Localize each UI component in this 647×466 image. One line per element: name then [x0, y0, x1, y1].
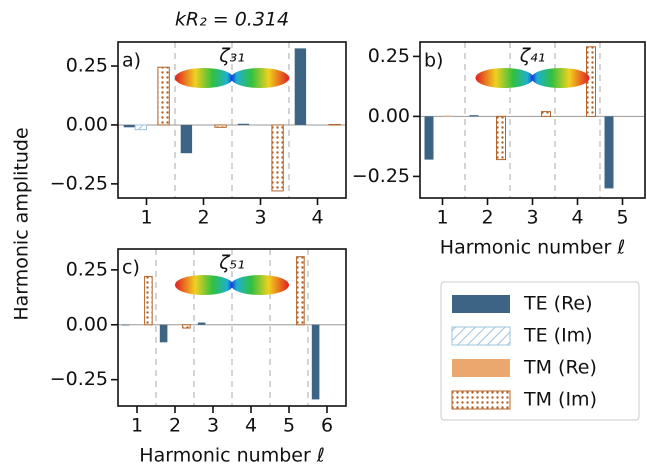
legend-box [440, 281, 640, 421]
bar [134, 124, 148, 131]
panel-label: b) [424, 50, 443, 72]
y-tick-label: −0.25 [352, 165, 410, 187]
legend-label: TM (Im) [523, 389, 597, 411]
bar [123, 124, 136, 128]
x-tick-label: 1 [131, 415, 143, 437]
bar [311, 324, 320, 400]
y-tick-label: −0.25 [50, 368, 108, 390]
mode-shape [175, 275, 233, 295]
plot-frame [117, 41, 347, 199]
x-tick-label: 2 [169, 415, 181, 437]
x-tick-label: 3 [526, 207, 538, 229]
y-tick-label: 0.25 [66, 55, 108, 77]
x-tick-label: 4 [571, 207, 583, 229]
bar [182, 324, 191, 329]
bar [197, 322, 206, 325]
bar [469, 115, 479, 117]
y-axis-label: Harmonic amplitude [11, 127, 33, 320]
x-axis-label: Harmonic number ℓ [440, 237, 625, 259]
legend-swatch [451, 390, 511, 410]
bar [214, 124, 227, 128]
legend-swatch [451, 326, 511, 346]
x-tick-label: 2 [481, 207, 493, 229]
legend-label: TE (Re) [523, 293, 593, 315]
bar [424, 116, 434, 160]
bar [294, 48, 307, 125]
bar [180, 124, 193, 154]
y-tick-label: 0.00 [66, 313, 108, 335]
mode-label: ζ₄₁ [519, 45, 546, 67]
bar [159, 324, 168, 343]
legend-swatch [452, 359, 510, 377]
y-tick-label: 0.00 [66, 113, 108, 135]
mode-shape [175, 68, 233, 88]
x-tick-label: 3 [254, 207, 266, 229]
figure-title: kR₂ = 0.314 [175, 9, 289, 31]
bar [121, 324, 130, 326]
mode-shape [231, 68, 289, 88]
legend-label: TM (Re) [523, 357, 597, 379]
legend-swatch [452, 295, 510, 313]
y-tick-label: 0.25 [368, 45, 410, 67]
mode-shape [531, 68, 590, 88]
bar [586, 46, 596, 117]
plot-frame [117, 248, 347, 407]
y-tick-label: −0.25 [50, 172, 108, 194]
bar [144, 275, 153, 326]
bar [271, 124, 284, 192]
bar [157, 66, 170, 126]
y-tick-label: 0.00 [368, 105, 410, 127]
x-axis-label: Harmonic number ℓ [139, 445, 324, 466]
x-tick-label: 2 [197, 207, 209, 229]
x-tick-label: 1 [140, 207, 152, 229]
x-tick-label: 6 [321, 415, 333, 437]
panel-label: c) [122, 257, 140, 279]
bar [604, 116, 614, 189]
bar [496, 115, 506, 161]
x-tick-label: 1 [436, 207, 448, 229]
mode-shape [475, 68, 534, 88]
mode-label: ζ₃₁ [218, 45, 245, 67]
bar [442, 115, 452, 117]
x-tick-label: 5 [283, 415, 295, 437]
panel-label: a) [122, 50, 141, 72]
mode-label: ζ₅₁ [218, 252, 245, 274]
legend-label: TE (Im) [523, 325, 593, 347]
mode-shape [231, 275, 289, 295]
bar [296, 256, 305, 326]
x-tick-label: 4 [245, 415, 257, 437]
x-tick-label: 5 [616, 207, 628, 229]
x-tick-label: 4 [311, 207, 323, 229]
bar [237, 123, 250, 125]
y-tick-label: 0.25 [66, 258, 108, 280]
x-tick-label: 3 [207, 415, 219, 437]
bar [541, 111, 551, 117]
